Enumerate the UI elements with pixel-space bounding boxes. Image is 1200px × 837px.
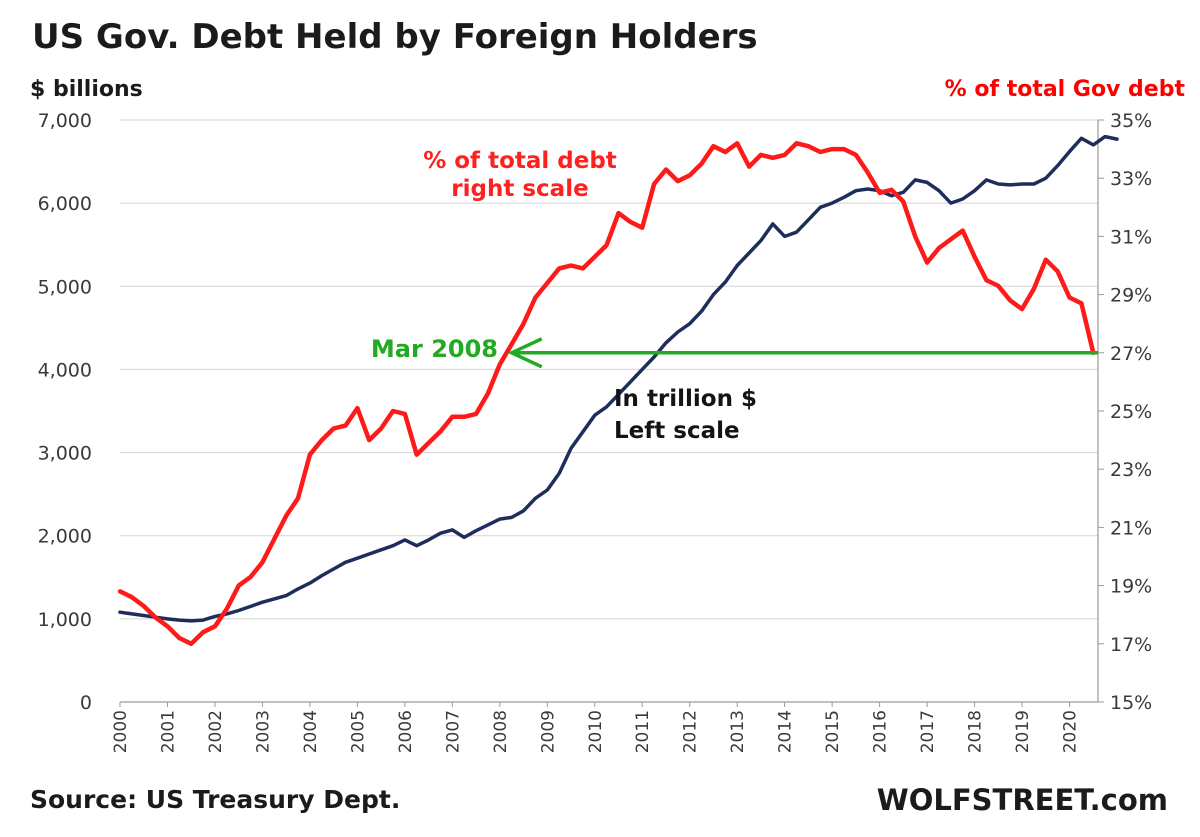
chart-title: US Gov. Debt Held by Foreign Holders <box>32 17 758 57</box>
right-y-tick-label: 19% <box>1110 576 1152 598</box>
right-y-tick-label: 35% <box>1110 110 1152 132</box>
right-y-tick-label: 15% <box>1110 692 1152 714</box>
left-y-tick-label: 7,000 <box>38 110 92 132</box>
x-tick-label: 2002 <box>206 710 226 753</box>
marker-arrow-head <box>507 337 543 369</box>
x-tick-label: 2012 <box>681 710 701 753</box>
right-y-tick-label: 31% <box>1110 226 1152 248</box>
x-tick-label: 2013 <box>728 710 748 753</box>
brand-wordmark: WOLFSTREET.com <box>877 783 1168 817</box>
right-y-tick-label: 17% <box>1110 634 1152 656</box>
x-tick-label: 2010 <box>586 710 606 753</box>
x-tick-label: 2016 <box>871 710 891 753</box>
right-y-ticks: 15% 17% 19% 21% 23% 25% 27% 29% 31% 33% 35% <box>1098 110 1152 714</box>
x-ticks: 2000 2001 2002 2003 2004 2005 2006 2007 2008 2009… <box>111 702 1081 753</box>
left-y-tick-label: 1,000 <box>38 609 92 631</box>
marker-label: Mar 2008 <box>371 335 498 363</box>
x-tick-label: 2018 <box>966 710 986 753</box>
right-y-tick-label: 27% <box>1110 343 1152 365</box>
mar-2008-marker <box>507 337 1098 369</box>
x-tick-label: 2007 <box>443 710 463 753</box>
source-note: Source: US Treasury Dept. <box>30 785 400 814</box>
series-lines <box>117 134 1119 647</box>
x-tick-label: 2006 <box>396 710 416 753</box>
left-y-ticks: 0 1,000 2,000 3,000 4,000 5,000 6,000 7,000 <box>38 110 92 714</box>
grid-lines <box>120 119 1098 703</box>
x-tick-label: 2001 <box>158 710 178 753</box>
left-y-tick-label: 3,000 <box>38 443 92 465</box>
x-tick-label: 2005 <box>348 710 368 753</box>
x-tick-label: 2019 <box>1013 710 1033 753</box>
axes <box>120 120 1099 703</box>
right-y-tick-label: 33% <box>1110 168 1152 190</box>
right-y-tick-label: 23% <box>1110 459 1152 481</box>
right-y-tick-label: 29% <box>1110 285 1152 307</box>
x-tick-label: 2015 <box>823 710 843 753</box>
foreign-holdings-percent-line <box>117 141 1096 647</box>
left-y-tick-label: 4,000 <box>38 359 92 381</box>
right-y-tick-label: 25% <box>1110 401 1152 423</box>
foreign-holdings-dollar-line <box>118 134 1119 623</box>
left-axis-unit-label: $ billions <box>30 77 143 102</box>
left-y-tick-label: 2,000 <box>38 526 92 548</box>
x-tick-label: 2003 <box>253 710 273 753</box>
dollar-series-label-line1: In trillion $ <box>614 386 757 412</box>
left-y-tick-label: 6,000 <box>38 193 92 215</box>
pct-series-label-line2: right scale <box>451 176 588 202</box>
x-tick-label: 2014 <box>776 710 796 753</box>
right-y-tick-label: 21% <box>1110 517 1152 539</box>
left-y-tick-label: 5,000 <box>38 276 92 298</box>
x-tick-label: 2000 <box>111 710 131 753</box>
x-tick-label: 2020 <box>1061 710 1081 753</box>
x-tick-label: 2009 <box>538 710 558 753</box>
x-tick-label: 2008 <box>491 710 511 753</box>
left-y-tick-label: 0 <box>80 692 92 714</box>
right-axis-unit-label: % of total Gov debt <box>945 77 1186 102</box>
x-tick-label: 2017 <box>918 710 938 753</box>
pct-series-label-line1: % of total debt <box>423 148 617 174</box>
x-tick-label: 2011 <box>633 710 653 753</box>
dollar-series-label-line2: Left scale <box>614 418 740 444</box>
x-tick-label: 2004 <box>301 710 321 753</box>
